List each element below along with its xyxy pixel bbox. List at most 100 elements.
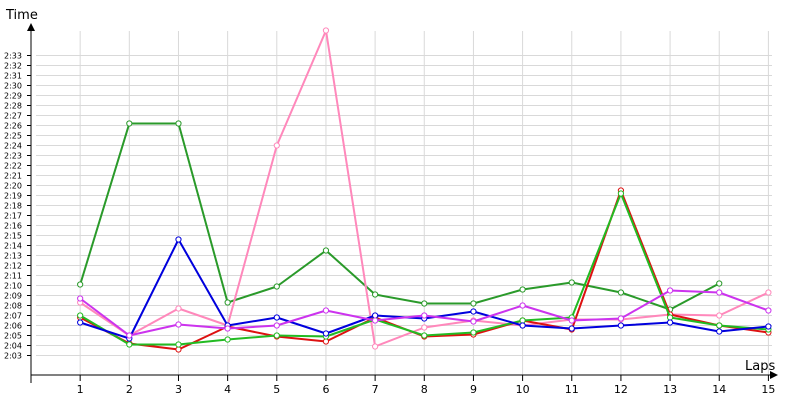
y-tick-label: 2:29 — [4, 92, 22, 101]
data-point — [617, 322, 625, 329]
y-tick-label: 2:23 — [4, 152, 22, 161]
data-point — [568, 317, 575, 324]
data-point — [322, 307, 330, 314]
x-tick-label: 6 — [322, 383, 329, 396]
y-tick-labels: 2:032:042:052:062:072:082:092:102:112:12… — [4, 52, 22, 361]
data-point — [421, 332, 428, 339]
y-tick-label: 2:06 — [4, 322, 22, 331]
data-point — [175, 236, 182, 243]
x-axis-title: Laps — [745, 359, 775, 374]
x-tick-label: 7 — [372, 383, 379, 396]
y-tick-label: 2:04 — [4, 342, 22, 351]
data-point — [224, 299, 231, 306]
y-tick-label: 2:24 — [4, 142, 22, 151]
data-point — [765, 289, 772, 296]
data-point — [716, 312, 723, 319]
series-6 — [77, 287, 772, 339]
data-point — [716, 328, 723, 335]
data-point — [519, 322, 526, 329]
data-point — [322, 27, 330, 34]
data-point — [617, 190, 625, 197]
y-tick-label: 2:25 — [4, 132, 22, 141]
data-point — [175, 321, 182, 328]
y-tick-label: 2:30 — [4, 82, 22, 91]
data-point — [372, 312, 379, 319]
y-axis-arrow — [27, 23, 35, 31]
data-point — [224, 325, 231, 332]
data-point — [421, 300, 428, 307]
data-point — [765, 323, 772, 330]
data-point — [224, 336, 231, 343]
axes — [27, 23, 778, 383]
data-point — [322, 247, 330, 254]
gridlines — [27, 31, 772, 381]
data-point — [421, 312, 428, 319]
x-tick-label: 11 — [565, 383, 579, 396]
data-point — [175, 341, 182, 348]
x-tick-label: 3 — [175, 383, 182, 396]
data-point — [77, 312, 84, 319]
y-tick-label: 2:15 — [4, 232, 22, 241]
data-point — [273, 322, 280, 329]
x-tick-label: 5 — [273, 383, 280, 396]
y-tick-label: 2:33 — [4, 52, 22, 61]
y-tick-label: 2:28 — [4, 102, 22, 111]
data-point — [519, 317, 526, 324]
data-point — [617, 315, 625, 322]
data-point — [568, 325, 575, 332]
y-tick-label: 2:20 — [4, 182, 22, 191]
y-tick-label: 2:17 — [4, 212, 22, 221]
data-point — [666, 287, 674, 294]
data-point — [126, 120, 133, 127]
data-point — [77, 295, 84, 302]
data-point — [421, 324, 428, 331]
y-tick-label: 2:12 — [4, 262, 22, 271]
data-point — [273, 332, 280, 339]
x-tick-label: 13 — [663, 383, 677, 396]
x-axis-arrow — [770, 371, 778, 379]
x-tick-label: 15 — [761, 383, 775, 396]
x-tick-label: 10 — [516, 383, 530, 396]
y-tick-label: 2:09 — [4, 292, 22, 301]
y-tick-label: 2:18 — [4, 202, 22, 211]
data-point — [666, 314, 674, 321]
data-point — [519, 286, 526, 293]
y-tick-label: 2:14 — [4, 242, 22, 251]
data-point — [470, 329, 477, 336]
x-tick-label: 1 — [77, 383, 84, 396]
data-point — [716, 289, 723, 296]
y-tick-label: 2:13 — [4, 252, 22, 261]
y-tick-label: 2:27 — [4, 112, 22, 121]
data-point — [372, 343, 379, 350]
y-tick-label: 2:03 — [4, 352, 22, 361]
x-tick-labels: 1 2 3 4 5 6 7 8 9 10 11 12 13 14 15 — [77, 383, 776, 396]
y-tick-label: 2:21 — [4, 172, 22, 181]
data-point — [666, 319, 674, 326]
data-point — [175, 346, 182, 353]
data-point — [273, 314, 280, 321]
x-tick-label: 9 — [470, 383, 477, 396]
y-tick-label: 2:19 — [4, 192, 22, 201]
data-point — [322, 330, 330, 337]
data-point — [126, 332, 133, 339]
data-point — [372, 317, 379, 324]
data-point — [470, 308, 477, 315]
data-point — [716, 322, 723, 329]
y-tick-label: 2:31 — [4, 72, 22, 81]
y-axis-title: Time — [5, 8, 38, 23]
data-point — [372, 291, 379, 298]
x-tick-label: 8 — [421, 383, 428, 396]
data-point — [568, 279, 575, 286]
data-point — [519, 302, 526, 309]
data-point — [126, 341, 133, 348]
data-point — [273, 283, 280, 290]
data-point — [77, 319, 84, 326]
y-tick-label: 2:08 — [4, 302, 22, 311]
y-tick-label: 2:26 — [4, 122, 22, 131]
data-point — [617, 289, 625, 296]
data-point — [273, 142, 280, 149]
data-point — [716, 280, 723, 287]
series-1 — [77, 120, 723, 313]
x-tick-label: 2 — [126, 383, 133, 396]
